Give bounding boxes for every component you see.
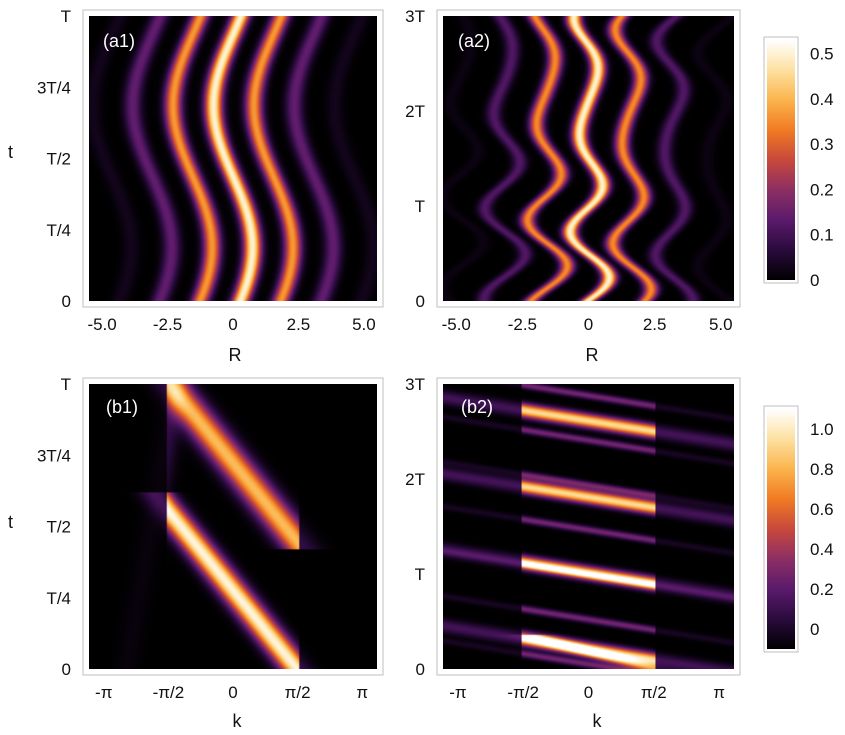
panel-label-b1: (b1) (106, 397, 138, 417)
x-tick-label: -5.0 (87, 315, 116, 334)
y-tick-label: 3T/4 (37, 446, 71, 465)
y-tick-label: 0 (62, 292, 71, 311)
panel-b1: -π -π/2 0 π/2 π 0 T/4 T/2 3T/4 T (b1) k t (8, 375, 384, 731)
x-tick-label: -5.0 (442, 315, 471, 334)
x-ticks-b1: -π -π/2 0 π/2 π (95, 683, 368, 702)
colorbar-a-ticks: 0 0.1 0.2 0.3 0.4 0.5 (810, 45, 834, 290)
colorbar-a: 0 0.1 0.2 0.3 0.4 0.5 (763, 36, 834, 290)
heatmap-b1-image (89, 384, 377, 669)
colorbar-a-gradient (767, 40, 795, 280)
x-tick-label: π/2 (285, 683, 311, 702)
x-tick-label: -π (449, 683, 466, 702)
x-tick-label: -π (95, 683, 112, 702)
colorbar-tick-label: 0.8 (810, 460, 834, 479)
y-tick-label: 2T (405, 102, 425, 121)
colorbar-tick-label: 0.6 (810, 500, 834, 519)
x-ticks-a1: -5.0 -2.5 0 2.5 5.0 (87, 315, 375, 334)
y-tick-label: 0 (416, 660, 425, 679)
x-ticks-a2: -5.0 -2.5 0 2.5 5.0 (442, 315, 733, 334)
y-tick-label: 0 (62, 660, 71, 679)
x-axis-label-b1: k (233, 711, 243, 731)
colorbar-tick-label: 0.4 (810, 90, 834, 109)
y-ticks-b2: 0 T 2T 3T (405, 375, 425, 679)
panel-label-b2: (b2) (461, 397, 493, 417)
x-tick-label: 0 (228, 683, 237, 702)
y-tick-label: 3T/4 (37, 78, 71, 97)
x-tick-label: 0 (228, 315, 237, 334)
colorbar-b-gradient (767, 409, 795, 649)
y-tick-label: 3T (405, 375, 425, 394)
y-tick-label: T/2 (46, 150, 71, 169)
x-tick-label: -2.5 (153, 315, 182, 334)
colorbar-tick-label: 0.2 (810, 580, 834, 599)
x-tick-label: -π/2 (153, 683, 185, 702)
x-tick-label: 0 (584, 315, 593, 334)
y-axis-label-b1: t (8, 512, 13, 532)
heatmap-a2-image (443, 16, 734, 301)
colorbar-tick-label: 0 (810, 271, 819, 290)
colorbar-b: 0 0.2 0.4 0.6 0.8 1.0 (763, 405, 834, 653)
x-tick-label: -2.5 (508, 315, 537, 334)
y-tick-label: T/2 (46, 518, 71, 537)
y-tick-label: 3T (405, 7, 425, 26)
y-ticks-b1: 0 T/4 T/2 3T/4 T (37, 375, 71, 679)
heatmap-a1-image (89, 16, 377, 301)
colorbar-b-ticks: 0 0.2 0.4 0.6 0.8 1.0 (810, 420, 834, 639)
y-tick-label: 0 (416, 292, 425, 311)
x-tick-label: 5.0 (352, 315, 376, 334)
x-tick-label: 2.5 (287, 315, 311, 334)
x-tick-label: 5.0 (709, 315, 733, 334)
x-tick-label: 2.5 (643, 315, 667, 334)
y-tick-label: T/4 (46, 589, 71, 608)
x-axis-label-a2: R (586, 345, 599, 365)
colorbar-tick-label: 0 (810, 620, 819, 639)
colorbar-tick-label: 1.0 (810, 420, 834, 439)
x-tick-label: 0 (584, 683, 593, 702)
heatmap-b2-image (443, 384, 734, 669)
panel-label-a2: (a2) (458, 31, 490, 51)
y-axis-label-a1: t (8, 142, 13, 162)
x-tick-label: π (713, 683, 725, 702)
panel-a2: -5.0 -2.5 0 2.5 5.0 0 T 2T 3T (a2) R (405, 7, 741, 365)
colorbar-tick-label: 0.3 (810, 135, 834, 154)
x-tick-label: -π/2 (507, 683, 539, 702)
panel-a1: -5.0 -2.5 0 2.5 5.0 0 T/4 T/2 3T/4 T (a1) R t (8, 7, 384, 365)
colorbar-tick-label: 0.4 (810, 540, 834, 559)
panel-label-a1: (a1) (103, 31, 135, 51)
colorbar-tick-label: 0.1 (810, 226, 834, 245)
y-ticks-a1: 0 T/4 T/2 3T/4 T (37, 7, 71, 311)
y-tick-label: T (61, 7, 71, 26)
x-tick-label: π/2 (641, 683, 667, 702)
x-ticks-b2: -π -π/2 0 π/2 π (449, 683, 725, 702)
y-tick-label: T/4 (46, 221, 71, 240)
y-ticks-a2: 0 T 2T 3T (405, 7, 425, 311)
y-tick-label: 2T (405, 470, 425, 489)
x-tick-label: π (356, 683, 368, 702)
colorbar-tick-label: 0.2 (810, 180, 834, 199)
y-tick-label: T (61, 375, 71, 394)
colorbar-tick-label: 0.5 (810, 45, 834, 64)
x-axis-label-b2: k (593, 711, 603, 731)
x-axis-label-a1: R (229, 345, 242, 365)
y-tick-label: T (415, 197, 425, 216)
y-tick-label: T (415, 565, 425, 584)
panel-b2: -π -π/2 0 π/2 π 0 T 2T 3T (b2) k (405, 375, 741, 731)
